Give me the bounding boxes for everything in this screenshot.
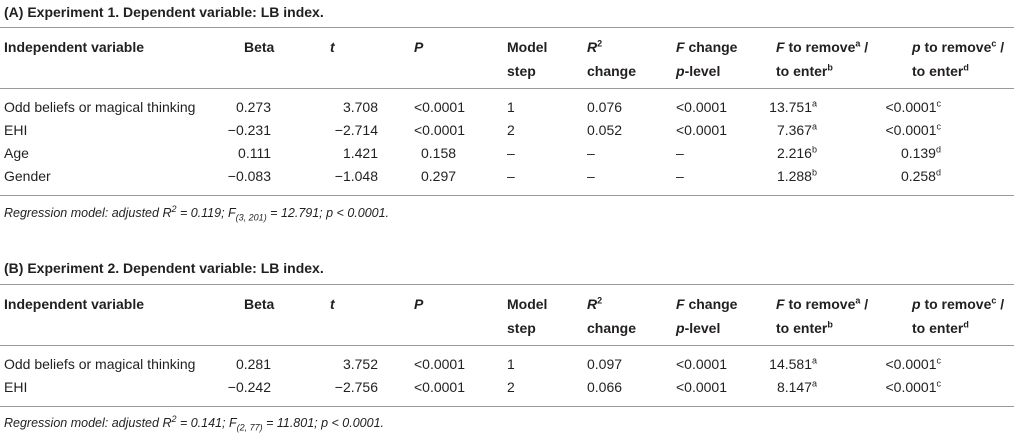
cell-f-change: <0.0001	[676, 122, 727, 138]
cell-step: –	[507, 168, 515, 184]
cell-t: 3.708	[342, 99, 378, 115]
cell-r2: 0.097	[587, 356, 623, 372]
rule-header	[0, 88, 1014, 89]
header-p: P	[414, 39, 424, 55]
cell-beta: −0.242	[227, 379, 271, 395]
cell-beta: 0.111	[238, 145, 271, 161]
cell-beta: 0.281	[235, 356, 271, 372]
cell-step: 1	[507, 356, 515, 372]
cell-f-to-remove: 14.581a	[769, 355, 817, 372]
header-p-to-remove: p to removec / to enterd	[912, 38, 1005, 79]
cell-step: –	[507, 145, 515, 161]
cell-f-change: <0.0001	[676, 99, 727, 115]
cell-iv: EHI	[4, 379, 28, 395]
header-independent-variable: Independent variable	[4, 296, 145, 312]
header-f-to-remove: F to removea / to enterb	[776, 38, 869, 79]
rule-top	[0, 284, 1014, 285]
cell-r2: –	[587, 145, 595, 161]
cell-p: <0.0001	[414, 99, 465, 115]
cell-f-to-remove: 13.751a	[769, 98, 817, 115]
cell-r2: –	[587, 168, 595, 184]
header-f-change: F change p-level	[676, 39, 738, 79]
header-beta: Beta	[244, 39, 275, 55]
table-a-note: Regression model: adjusted R2 = 0.119; F…	[4, 203, 390, 223]
cell-f-change: <0.0001	[676, 356, 727, 372]
cell-p-to-remove: <0.0001c	[885, 98, 942, 115]
rule-header	[0, 345, 1014, 346]
cell-beta: −0.231	[227, 122, 271, 138]
cell-p-to-remove: 0.139d	[900, 144, 941, 161]
cell-f-change: <0.0001	[676, 379, 727, 395]
cell-iv: Odd beliefs or magical thinking	[4, 356, 196, 372]
cell-t: −2.756	[334, 379, 378, 395]
cell-p-to-remove: <0.0001c	[885, 121, 942, 138]
header-r2-change: R2 change	[587, 38, 637, 79]
rule-bottom	[0, 195, 1014, 196]
cell-t: 1.421	[342, 145, 378, 161]
cell-p: <0.0001	[414, 122, 465, 138]
cell-t: −2.714	[334, 122, 378, 138]
cell-iv: EHI	[4, 122, 28, 138]
header-model-step: Model step	[507, 39, 548, 79]
cell-f-to-remove: 2.216b	[776, 144, 817, 161]
table-a-title: (A) Experiment 1. Dependent variable: LB…	[4, 4, 324, 20]
cell-t: −1.048	[334, 168, 378, 184]
cell-iv: Age	[4, 145, 29, 161]
cell-step: 1	[507, 99, 515, 115]
table-b-title: (B) Experiment 2. Dependent variable: LB…	[4, 260, 324, 276]
cell-iv: Gender	[4, 168, 51, 184]
rule-bottom	[0, 406, 1014, 407]
cell-beta: −0.083	[227, 168, 271, 184]
cell-p-to-remove: 0.258d	[900, 167, 941, 184]
header-model-step: Model step	[507, 296, 548, 336]
cell-p-to-remove: <0.0001c	[885, 378, 942, 395]
cell-p: <0.0001	[414, 379, 465, 395]
cell-f-to-remove: 8.147a	[776, 378, 817, 395]
header-f-change: F change p-level	[676, 296, 738, 336]
cell-r2: 0.076	[587, 99, 623, 115]
header-beta: Beta	[244, 296, 275, 312]
header-p: P	[414, 296, 424, 312]
table-b-note: Regression model: adjusted R2 = 0.141; F…	[4, 413, 385, 433]
cell-step: 2	[507, 379, 515, 395]
header-t: t	[330, 296, 335, 312]
cell-f-to-remove: 7.367a	[776, 121, 817, 138]
cell-f-change: –	[676, 168, 684, 184]
cell-p: 0.158	[421, 145, 457, 161]
cell-p: <0.0001	[414, 356, 465, 372]
cell-beta: 0.273	[235, 99, 271, 115]
cell-r2: 0.052	[587, 122, 623, 138]
cell-t: 3.752	[342, 356, 378, 372]
cell-step: 2	[507, 122, 515, 138]
header-f-to-remove: F to removea / to enterb	[776, 295, 869, 336]
cell-iv: Odd beliefs or magical thinking	[4, 99, 196, 115]
cell-f-change: –	[676, 145, 684, 161]
cell-p: 0.297	[421, 168, 457, 184]
cell-r2: 0.066	[587, 379, 623, 395]
header-p-to-remove: p to removec / to enterd	[912, 295, 1005, 336]
cell-p-to-remove: <0.0001c	[885, 355, 942, 372]
header-t: t	[330, 39, 335, 55]
cell-f-to-remove: 1.288b	[776, 167, 817, 184]
header-independent-variable: Independent variable	[4, 39, 145, 55]
rule-top	[0, 27, 1014, 28]
header-r2-change: R2 change	[587, 295, 637, 336]
